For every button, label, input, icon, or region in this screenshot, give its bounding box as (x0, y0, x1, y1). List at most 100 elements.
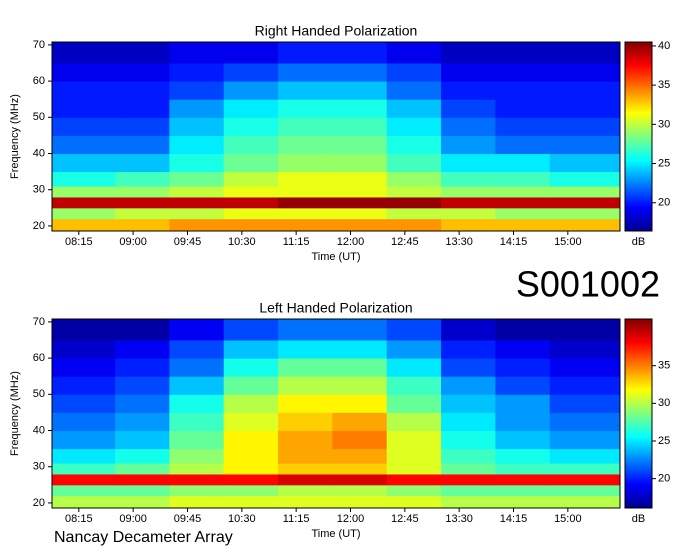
heat-cell (115, 153, 170, 173)
heat-cell (52, 430, 116, 450)
heat-cell (169, 81, 225, 100)
heat-cell (223, 484, 279, 497)
heat-cell (223, 430, 279, 450)
heat-cell (169, 394, 225, 413)
heat-cell (386, 117, 442, 136)
heat-cell (115, 358, 170, 377)
heat-cell (169, 376, 225, 395)
heat-cell (386, 495, 442, 509)
x-axis-label: Time (UT) (311, 251, 360, 263)
heat-cell (441, 412, 496, 432)
heat-cell (495, 99, 551, 118)
heat-cell (52, 463, 116, 475)
heat-cell (441, 117, 496, 136)
y-tick-label: 20 (33, 220, 45, 232)
heat-cell (223, 495, 279, 509)
x-tick-label: 14:15 (500, 236, 528, 248)
heat-cell (549, 319, 621, 341)
x-tick-label: 11:15 (283, 513, 310, 525)
heat-cell (223, 81, 279, 100)
heat-cell (495, 171, 551, 187)
heat-cell (441, 376, 496, 395)
heat-cell (52, 218, 116, 232)
colorbar-tick-label: 35 (658, 360, 670, 372)
heat-cell (278, 340, 333, 359)
heat-cell (278, 448, 333, 464)
heat-cell (549, 358, 621, 377)
heat-cell (52, 376, 116, 395)
heat-cell (169, 495, 225, 509)
heat-cell (386, 42, 442, 64)
heat-cell (223, 218, 279, 232)
heat-cell (495, 340, 551, 359)
heat-cell (386, 319, 442, 341)
heat-cell (441, 473, 496, 486)
heat-cell (115, 376, 170, 395)
heat-cell (441, 42, 496, 64)
heat-cell (549, 186, 621, 198)
heat-cell (495, 186, 551, 198)
heat-cell (52, 117, 116, 136)
colorbar-label: dB (632, 236, 645, 248)
heat-cell (495, 218, 551, 232)
heat-cell (52, 135, 116, 155)
colorbar-tick-label: 25 (658, 157, 670, 169)
heat-cell (278, 394, 333, 413)
heat-cell (169, 412, 225, 432)
x-tick-label: 15:00 (554, 513, 582, 525)
heat-cell (549, 484, 621, 497)
heat-cell (52, 473, 116, 486)
x-tick-label: 09:00 (119, 236, 147, 248)
x-tick-label: 10:30 (228, 513, 256, 525)
heat-cell (549, 171, 621, 187)
heat-cell (223, 171, 279, 187)
heat-cell (386, 473, 442, 486)
heat-cell (52, 63, 116, 82)
heat-cell (52, 207, 116, 220)
heat-cell (549, 412, 621, 432)
heat-cell (332, 196, 388, 209)
heat-cell (549, 135, 621, 155)
heat-cell (169, 135, 225, 155)
heat-cell (223, 376, 279, 395)
heat-cell (52, 340, 116, 359)
heat-cell (169, 319, 225, 341)
heat-cell (386, 463, 442, 475)
heat-cell (332, 495, 388, 509)
heat-cell (278, 117, 333, 136)
heat-cell (332, 430, 388, 450)
plot-frame (51, 41, 621, 232)
heat-cell (115, 99, 170, 118)
heat-cell (386, 340, 442, 359)
heat-cell (386, 135, 442, 155)
x-tick-label: 08:15 (65, 513, 93, 525)
heat-cell (115, 484, 170, 497)
y-tick-label: 20 (33, 497, 45, 509)
x-tick-label: 12:00 (337, 236, 365, 248)
x-tick-label: 12:45 (391, 236, 419, 248)
heat-cell (332, 473, 388, 486)
heat-cell (169, 207, 225, 220)
heat-cell (332, 135, 388, 155)
heat-cell (495, 196, 551, 209)
heat-cell (332, 376, 388, 395)
x-tick-label: 14:15 (500, 513, 528, 525)
y-tick-label: 60 (33, 75, 45, 87)
heat-cell (169, 358, 225, 377)
heat-cell (386, 448, 442, 464)
heat-cell (549, 430, 621, 450)
heat-cell (549, 63, 621, 82)
heat-cell (115, 495, 170, 509)
heat-cell (495, 117, 551, 136)
heat-cell (52, 484, 116, 497)
heat-cell (223, 207, 279, 220)
heat-cell (332, 99, 388, 118)
colorbar (624, 318, 653, 509)
heat-cell (549, 196, 621, 209)
heat-cell (495, 81, 551, 100)
heat-cell (115, 394, 170, 413)
x-axis-label: Time (UT) (311, 528, 360, 540)
heat-cell (441, 63, 496, 82)
panel-title: Right Handed Polarization (255, 23, 418, 39)
